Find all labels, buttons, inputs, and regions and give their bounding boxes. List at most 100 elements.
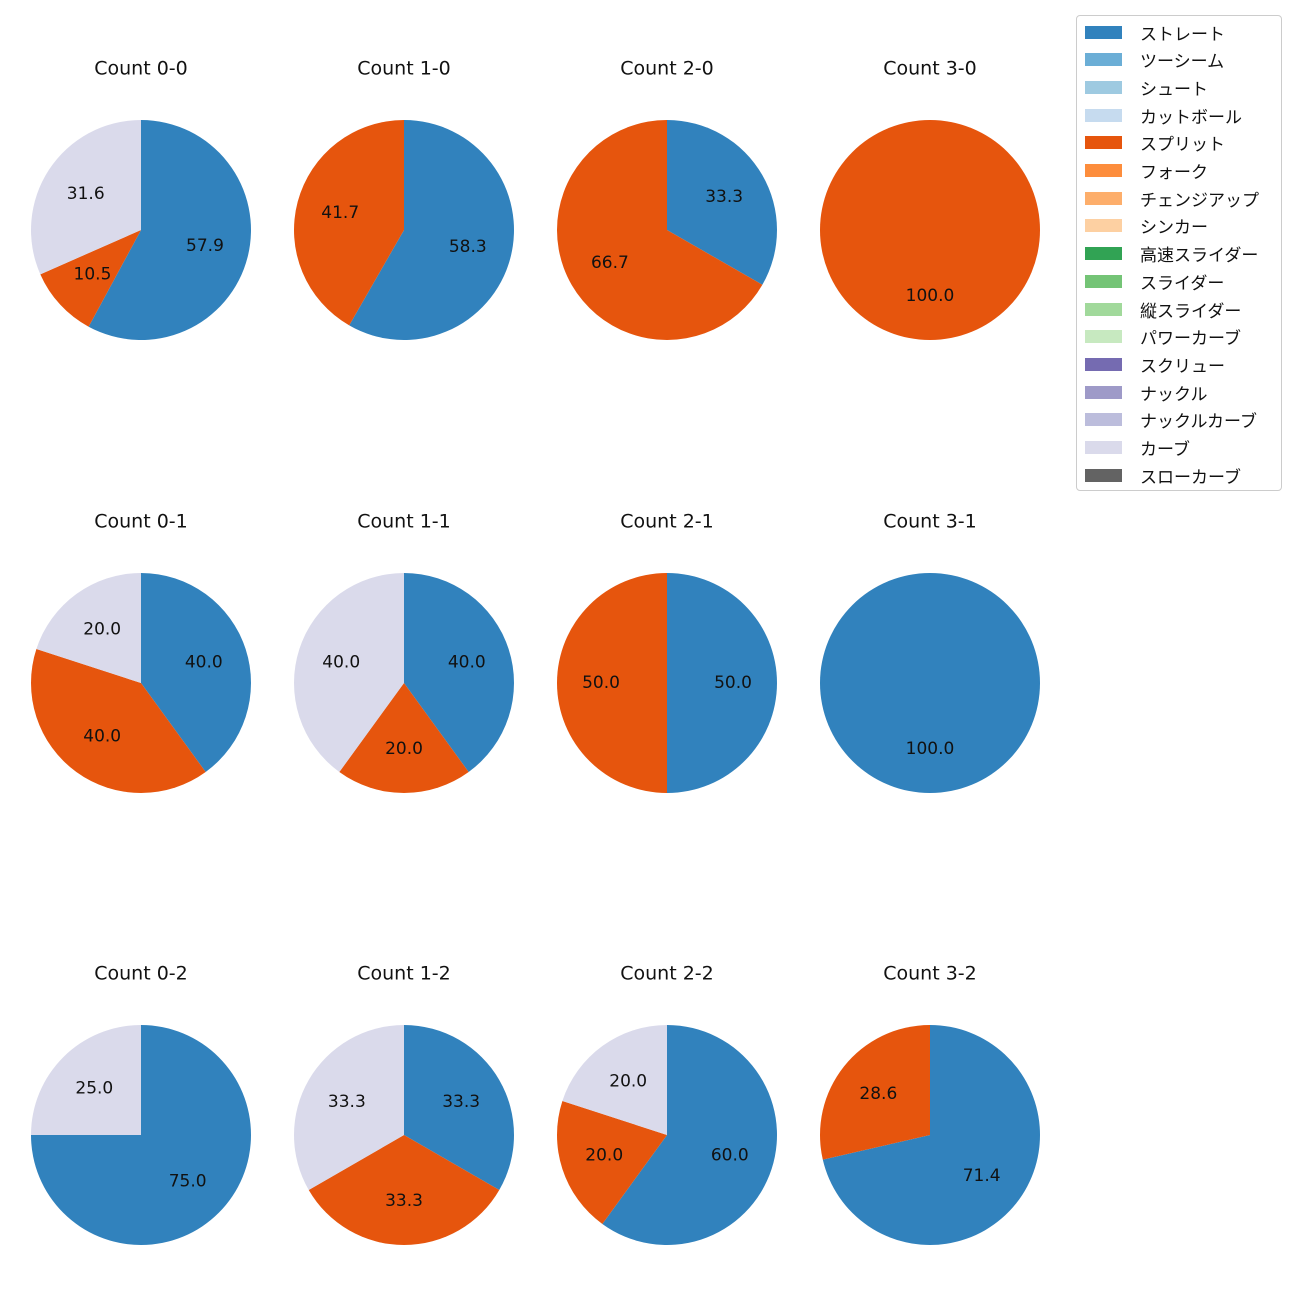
legend-item: 縦スライダー — [1085, 299, 1242, 322]
legend-swatch — [1085, 164, 1122, 177]
legend-swatch — [1085, 357, 1122, 371]
slice-label: 33.3 — [385, 1191, 423, 1211]
pie-title: Count 0-1 — [94, 511, 188, 533]
pie-title: Count 2-2 — [620, 963, 714, 985]
slice-label: 57.9 — [186, 236, 224, 256]
slice-label: 20.0 — [585, 1145, 623, 1165]
pie-slice — [602, 1025, 778, 1246]
pie-slice — [36, 573, 141, 683]
legend-label: スクリュー — [1140, 356, 1225, 377]
legend-item: フォーク — [1085, 161, 1208, 183]
pie-title: Count 3-1 — [883, 511, 977, 533]
legend-swatch — [1085, 413, 1122, 427]
pie-slice — [820, 120, 1040, 340]
legend-swatch — [1085, 274, 1122, 288]
pie-slice — [822, 1025, 1040, 1245]
pie-4: Count 3-0 100.0 — [820, 58, 1040, 340]
slice-label: 100.0 — [906, 739, 955, 759]
pie-slice — [31, 1025, 141, 1135]
legend-swatch — [1085, 108, 1122, 122]
legend-item: チェンジアップ — [1085, 188, 1259, 211]
pie-11: Count 2-2 60.0 20.0 20.0 — [556, 963, 778, 1246]
legend-label: シンカー — [1140, 218, 1208, 239]
legend-item: スクリュー — [1085, 354, 1225, 377]
pie-title: Count 2-0 — [620, 58, 714, 80]
pie-title: Count 1-2 — [357, 963, 451, 985]
legend-label: パワーカーブ — [1140, 329, 1241, 350]
pie-title: Count 3-0 — [883, 58, 977, 80]
legend-swatch — [1085, 330, 1122, 344]
legend-label: スローカーブ — [1140, 467, 1241, 488]
slice-label: 33.3 — [328, 1092, 366, 1112]
pie-slice — [349, 120, 514, 340]
pie-9: Count 0-2 75.0 25.0 — [31, 963, 251, 1245]
slice-label: 20.0 — [83, 620, 121, 640]
slice-label: 60.0 — [711, 1145, 749, 1165]
slice-label: 41.7 — [321, 203, 359, 223]
legend-swatch — [1085, 219, 1122, 233]
legend-swatch — [1085, 247, 1122, 261]
pie-slice — [339, 683, 469, 793]
pie-title: Count 3-2 — [883, 963, 977, 985]
pie-slice — [562, 1025, 667, 1135]
legend-swatch — [1085, 302, 1122, 316]
pie-slice — [30, 649, 206, 793]
slice-label: 58.3 — [449, 237, 487, 257]
slice-label: 100.0 — [906, 286, 955, 306]
slice-label: 50.0 — [714, 673, 752, 693]
pie-6: Count 1-1 40.0 20.0 40.0 — [293, 511, 515, 793]
legend-item: スライダー — [1085, 271, 1225, 294]
slice-label: 31.6 — [67, 184, 105, 204]
legend-item: 高速スライダー — [1085, 244, 1259, 267]
legend-item: ナックル — [1085, 382, 1208, 405]
legend-swatch — [1085, 25, 1122, 39]
slice-label: 20.0 — [385, 739, 423, 759]
slice-label: 28.6 — [859, 1084, 897, 1104]
legend-item: ツーシーム — [1085, 50, 1224, 72]
pie-title: Count 0-2 — [94, 963, 188, 985]
pie-slice — [293, 573, 404, 772]
legend: ストレート ツーシーム シュート カットボール スプリット フォーク チェンジアップ シンカー… — [1076, 15, 1282, 491]
slice-label: 40.0 — [322, 653, 360, 673]
pie-2: Count 1-0 58.3 41.7 — [293, 58, 514, 340]
legend-label: スプリット — [1140, 135, 1225, 156]
legend-item: ナックルカーブ — [1085, 410, 1257, 432]
pie-title: Count 2-1 — [620, 511, 714, 533]
pie-slice — [556, 120, 763, 340]
pie-slice — [31, 120, 142, 275]
legend-label: カットボール — [1140, 107, 1242, 128]
slice-label: 33.3 — [442, 1092, 480, 1112]
pie-slice — [820, 573, 1040, 793]
pie-slice — [667, 120, 777, 285]
legend-swatch — [1085, 80, 1122, 94]
legend-swatch — [1085, 136, 1122, 150]
legend-item: パワーカーブ — [1085, 327, 1241, 350]
legend-item: シンカー — [1085, 216, 1208, 239]
legend-swatch — [1085, 441, 1122, 454]
legend-label: フォーク — [1140, 163, 1208, 183]
pie-slice — [308, 1135, 500, 1245]
slice-label: 50.0 — [582, 673, 620, 693]
pie-slice — [556, 1101, 667, 1224]
legend-label: スライダー — [1140, 273, 1225, 294]
pie-slice — [40, 230, 141, 327]
legend-label: 縦スライダー — [1140, 301, 1242, 322]
pie-slice — [141, 573, 252, 772]
pie-slice — [88, 120, 252, 340]
pie-12: Count 3-2 71.4 28.6 — [820, 963, 1040, 1245]
pie-slice — [404, 573, 515, 772]
slice-label: 71.4 — [963, 1166, 1001, 1186]
slice-label: 40.0 — [185, 653, 223, 673]
pie-slice — [293, 120, 404, 326]
pie-5: Count 0-1 40.0 40.0 20.0 — [30, 511, 252, 793]
legend-label: カーブ — [1140, 440, 1190, 460]
pie-8: Count 3-1 100.0 — [820, 511, 1040, 793]
slice-label: 25.0 — [75, 1078, 113, 1098]
legend-swatch — [1085, 191, 1122, 205]
slice-label: 75.0 — [169, 1172, 207, 1192]
legend-label: 高速スライダー — [1140, 246, 1259, 267]
slice-label: 20.0 — [609, 1072, 647, 1092]
pie-3: Count 2-0 33.3 66.7 — [556, 58, 777, 340]
pie-7: Count 2-1 50.0 50.0 — [557, 511, 777, 793]
